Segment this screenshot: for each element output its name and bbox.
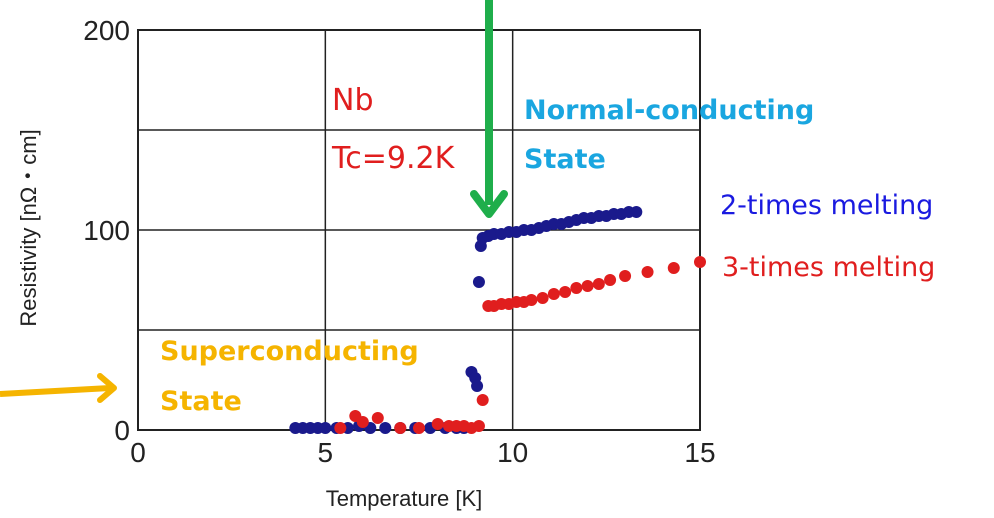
superconducting-state-label-line2: State (160, 386, 242, 417)
x-tick-label: 15 (684, 437, 715, 468)
data-point-3-times (431, 418, 444, 430)
data-point-3-times (476, 394, 489, 406)
data-point-3-times (559, 286, 572, 298)
x-axis-label: Temperature [K] (326, 486, 483, 511)
data-point-3-times (536, 292, 549, 304)
data-point-3-times (641, 266, 654, 278)
legend-3-times-melting: 3-times melting (722, 252, 935, 283)
data-point-3-times (394, 422, 407, 434)
x-tick-label: 5 (318, 437, 334, 468)
data-point-3-times (604, 274, 617, 286)
normal-state-label-line1: Normal-conducting (524, 95, 814, 126)
data-point-3-times (413, 422, 425, 434)
y-tick-label: 0 (114, 415, 130, 446)
data-point-3-times (592, 278, 605, 290)
data-point-3-times (619, 270, 632, 282)
data-point-2-times (379, 422, 392, 434)
x-tick-label: 0 (130, 437, 146, 468)
data-point-3-times (570, 282, 583, 294)
data-point-3-times (525, 294, 538, 306)
data-point-3-times (371, 412, 384, 424)
data-point-3-times (547, 288, 560, 300)
data-point-3-times (334, 422, 347, 434)
superconducting-arrow (0, 373, 117, 403)
tc-label: Tc=9.2K (331, 141, 456, 176)
data-point-2-times (472, 276, 485, 288)
y-tick-label: 200 (83, 15, 130, 46)
superconducting-state-label-line1: Superconducting (160, 336, 419, 367)
data-point-3-times (356, 416, 369, 428)
legend-2-times-melting: 2-times melting (720, 190, 933, 221)
tick-labels: 0 5 10 15 0 100 200 (83, 15, 715, 468)
y-tick-label: 100 (83, 215, 130, 246)
data-point-3-times (581, 280, 594, 292)
x-tick-label: 10 (497, 437, 528, 468)
transition-arrow (470, 0, 508, 218)
material-label: Nb (332, 83, 373, 118)
data-point-2-times (319, 422, 332, 434)
data-point-3-times (694, 256, 706, 268)
data-point-3-times (472, 420, 485, 432)
grid (138, 30, 700, 430)
normal-state-label-line2: State (524, 144, 606, 175)
data-points (289, 206, 706, 434)
y-axis-label: Resistivity [nΩ・cm] (16, 129, 41, 326)
data-point-3-times (667, 262, 680, 274)
data-point-2-times (471, 380, 484, 392)
data-point-2-times (630, 206, 643, 218)
